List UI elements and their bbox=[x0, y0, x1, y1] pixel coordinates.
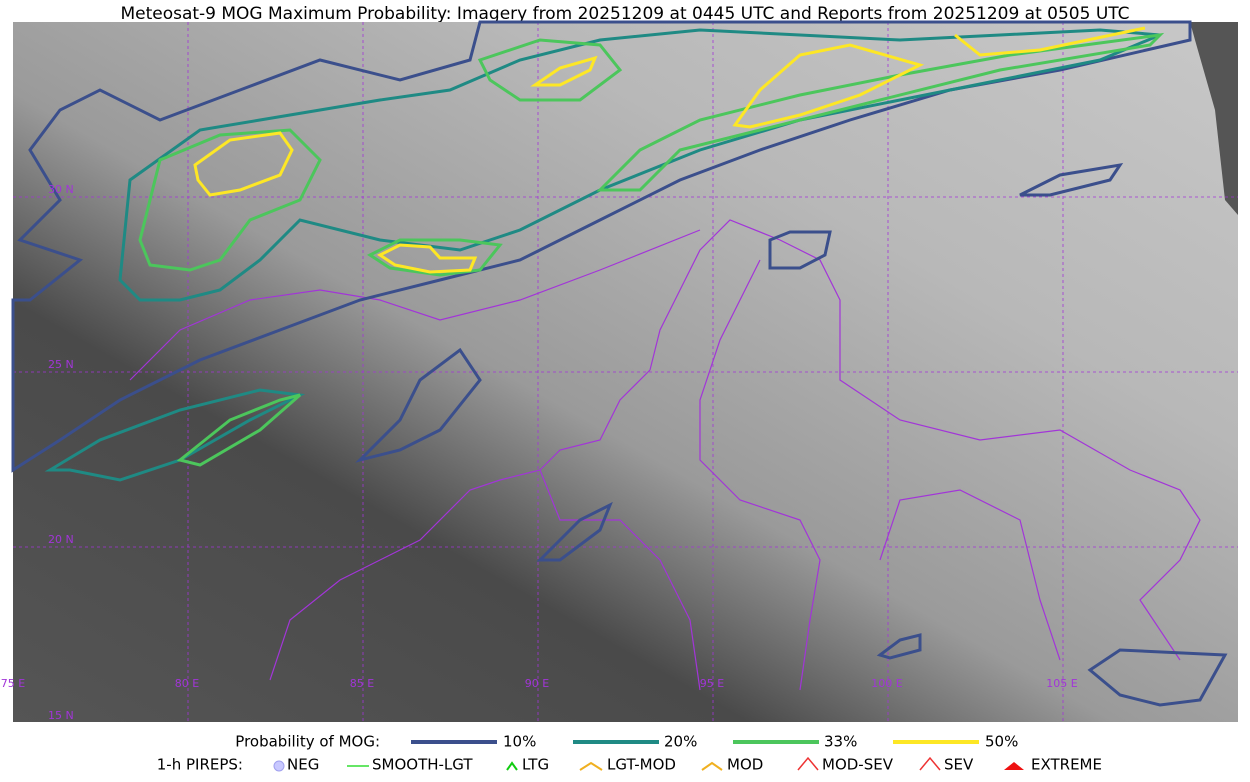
lon-label: 105 E bbox=[1046, 677, 1077, 690]
probability-contours bbox=[11, 20, 1228, 707]
contour-10 bbox=[355, 347, 482, 463]
lat-label: 30 N bbox=[48, 183, 74, 196]
lon-label: 95 E bbox=[700, 677, 724, 690]
contour-50 bbox=[377, 243, 478, 274]
legend-symbol bbox=[701, 761, 723, 771]
lat-label: 20 N bbox=[48, 533, 74, 546]
contour-33 bbox=[596, 32, 1165, 192]
legend-label: 50% bbox=[985, 733, 1018, 751]
lon-label: 100 E bbox=[871, 677, 902, 690]
country-borders bbox=[129, 219, 1201, 691]
legend-label: SMOOTH-LGT bbox=[372, 756, 473, 774]
title: Meteosat-9 MOG Maximum Probability: Imag… bbox=[120, 4, 1129, 24]
lat-label: 25 N bbox=[48, 358, 74, 371]
contour-50 bbox=[530, 55, 598, 87]
contour-10 bbox=[11, 20, 1192, 473]
legend-label: EXTREME bbox=[1031, 756, 1102, 774]
legend-probability: Probability of MOG: 10% 20% 33% 50% bbox=[235, 733, 1018, 751]
legend-symbol bbox=[919, 756, 941, 771]
lon-label: 75 E bbox=[1, 677, 25, 690]
contour-10 bbox=[768, 230, 832, 270]
contour-50 bbox=[954, 26, 1146, 57]
contour-33 bbox=[477, 38, 623, 102]
legend-symbol bbox=[797, 756, 819, 771]
legend-label: NEG bbox=[287, 756, 319, 774]
contour-10 bbox=[536, 501, 613, 562]
lon-label: 90 E bbox=[525, 677, 549, 690]
contour-33 bbox=[366, 238, 503, 277]
legend-symbol bbox=[506, 761, 518, 771]
legend-label: 20% bbox=[664, 733, 697, 751]
contour-33 bbox=[138, 128, 322, 272]
legend-label: MOD bbox=[727, 756, 763, 774]
legend-title: 1-h PIREPS: bbox=[157, 756, 243, 774]
contour-33 bbox=[176, 393, 301, 467]
legend-symbol bbox=[1004, 762, 1024, 770]
lon-label: 80 E bbox=[175, 677, 199, 690]
lon-label: 85 E bbox=[350, 677, 374, 690]
lat-label: 15 N bbox=[48, 709, 74, 722]
contour-50 bbox=[193, 131, 294, 197]
legend-label: LGT-MOD bbox=[607, 756, 676, 774]
legend-label: LTG bbox=[522, 756, 549, 774]
contour-20 bbox=[44, 388, 306, 482]
legend-symbol bbox=[273, 760, 285, 772]
no-data-region bbox=[1190, 22, 1238, 215]
legend-pireps: 1-h PIREPS: NEG SMOOTH-LGT LTG LGT-MOD M… bbox=[157, 756, 1102, 774]
contour-10 bbox=[876, 633, 922, 660]
map: 30 N 25 N 20 N 15 N 75 E 80 E 85 E 90 E … bbox=[1, 20, 1238, 722]
legend-label: SEV bbox=[944, 756, 974, 774]
contour-10 bbox=[1087, 648, 1228, 707]
legend-title: Probability of MOG: bbox=[235, 733, 380, 751]
legend-symbol bbox=[579, 761, 603, 771]
legend-label: MOD-SEV bbox=[822, 756, 894, 774]
contour-50 bbox=[732, 43, 925, 129]
legend-label: 33% bbox=[824, 733, 857, 751]
contour-10 bbox=[1019, 162, 1124, 197]
legend-label: 10% bbox=[503, 733, 536, 751]
